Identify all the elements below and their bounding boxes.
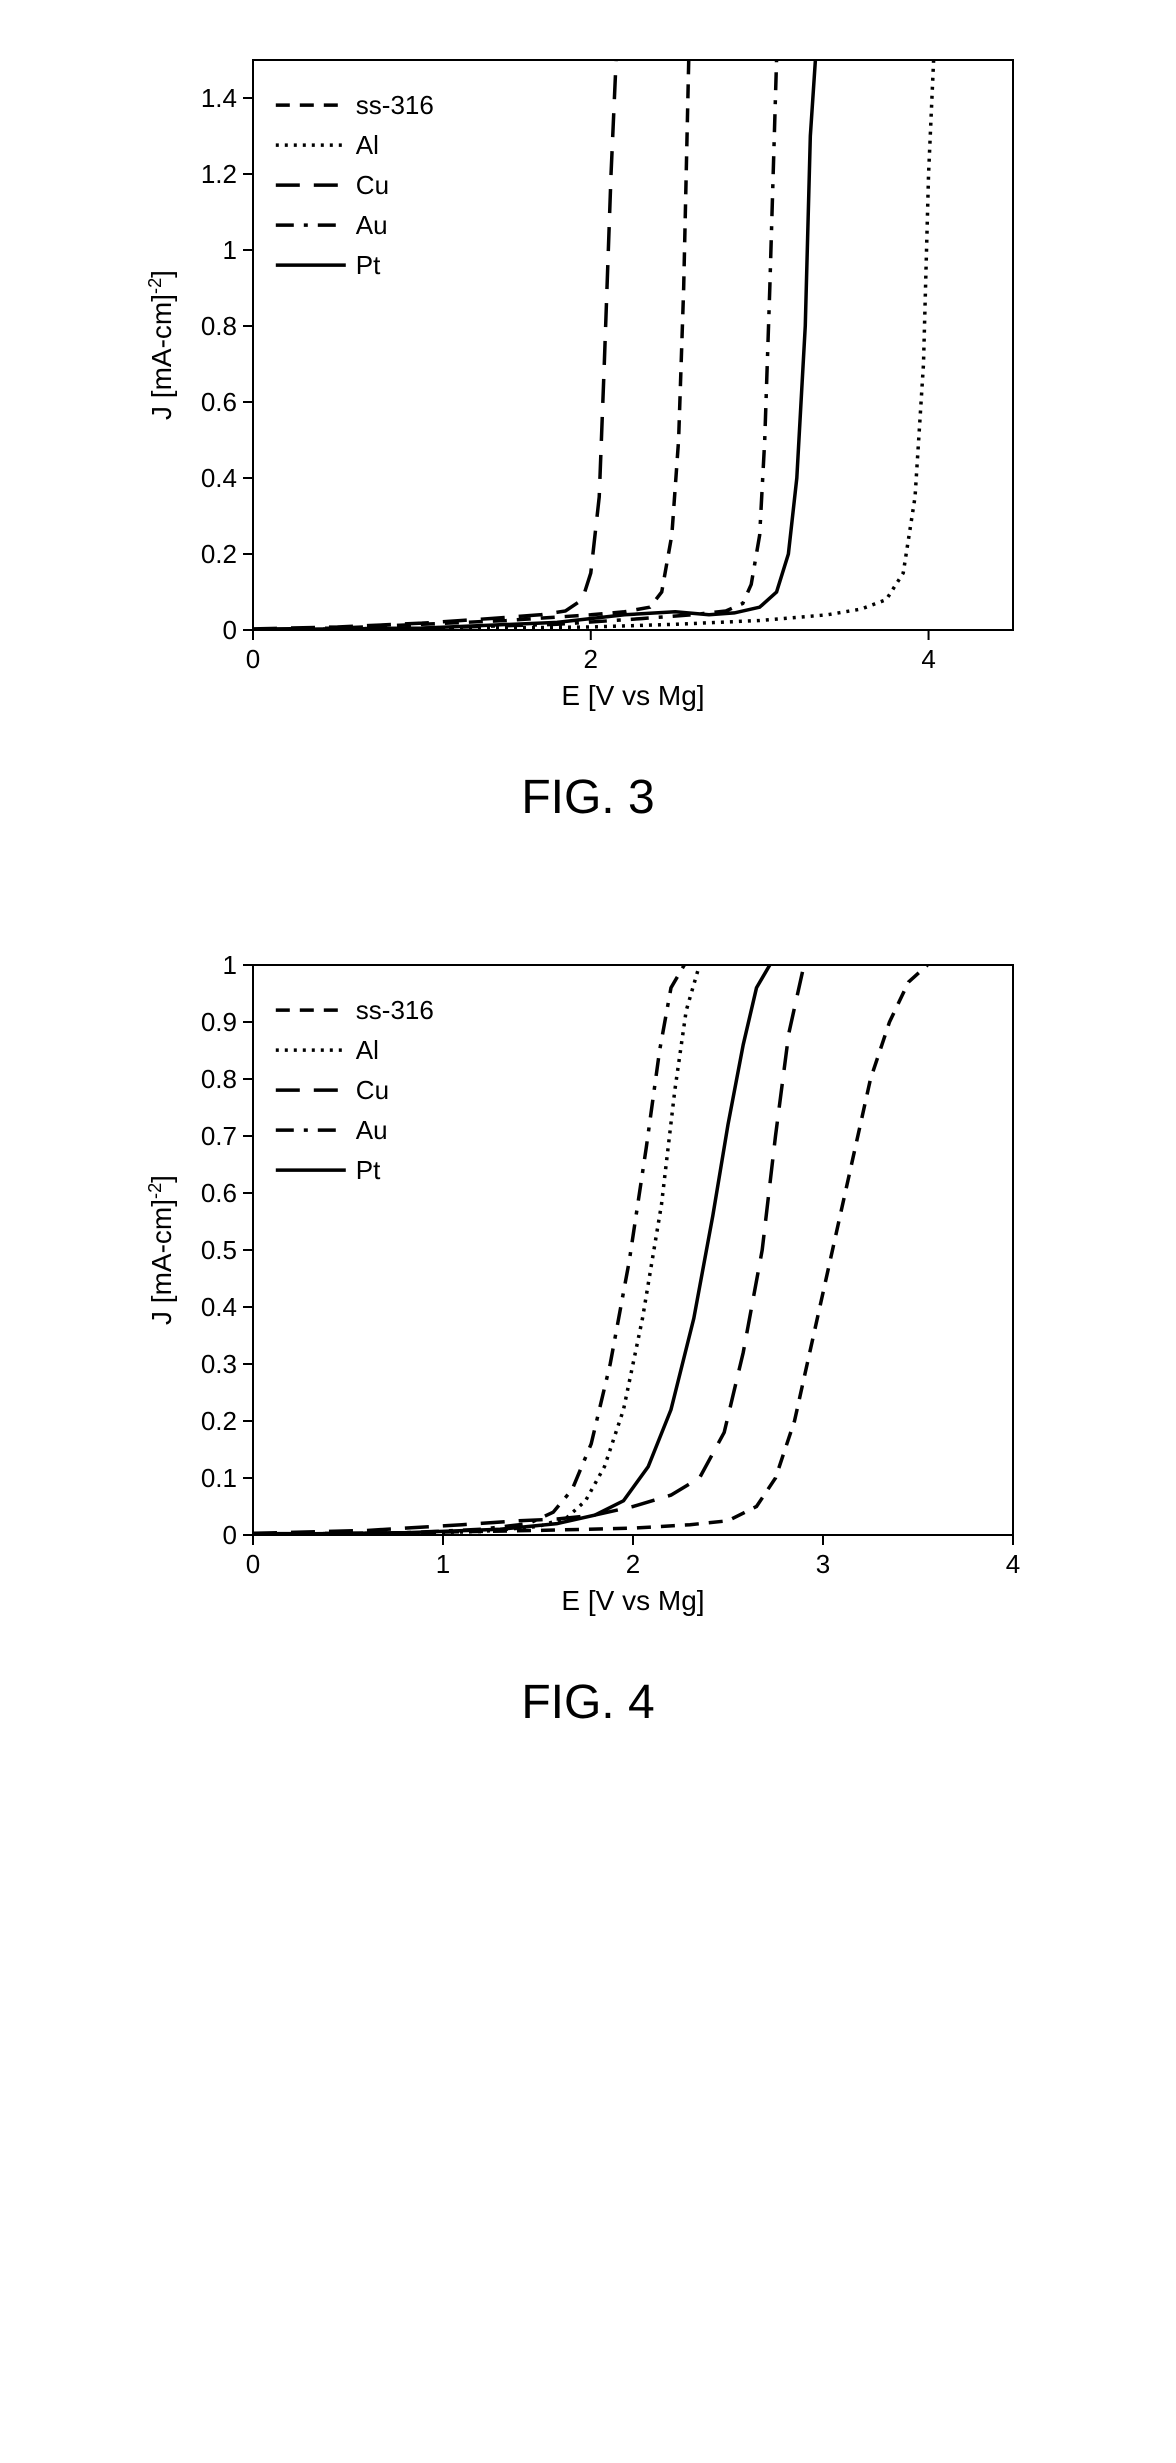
svg-text:0.8: 0.8 [201, 1064, 237, 1094]
svg-text:Pt: Pt [356, 250, 381, 280]
figure-3-block: 0 2 4 0 0.2 0.4 0.6 0.8 1 1.2 1.4 E [V vs Mg] J [mA-… [143, 40, 1033, 825]
figure-3-chart: 0 2 4 0 0.2 0.4 0.6 0.8 1 1.2 1.4 E [V vs Mg] J [mA-… [143, 40, 1033, 720]
svg-text:ss-316: ss-316 [356, 90, 434, 120]
figure-4-chart: 0 1 2 3 4 0 0.1 0.2 0.3 0.4 0.5 0.6 0.7 0.8 0.9 1 E [V v… [143, 945, 1033, 1625]
svg-text:0.7: 0.7 [201, 1121, 237, 1151]
svg-text:1: 1 [436, 1549, 450, 1579]
svg-text:0: 0 [246, 644, 260, 674]
svg-text:0: 0 [223, 615, 237, 645]
svg-text:Au: Au [356, 1115, 388, 1145]
figure-3-caption: FIG. 3 [521, 770, 654, 825]
svg-text:0.2: 0.2 [201, 1406, 237, 1436]
svg-text:0: 0 [246, 1549, 260, 1579]
svg-text:0.5: 0.5 [201, 1235, 237, 1265]
svg-text:Cu: Cu [356, 170, 389, 200]
svg-text:0.9: 0.9 [201, 1007, 237, 1037]
svg-text:4: 4 [921, 644, 935, 674]
svg-text:3: 3 [816, 1549, 830, 1579]
svg-text:0: 0 [223, 1520, 237, 1550]
svg-text:0.3: 0.3 [201, 1349, 237, 1379]
svg-text:Al: Al [356, 1035, 379, 1065]
svg-text:1: 1 [223, 950, 237, 980]
svg-text:4: 4 [1006, 1549, 1020, 1579]
svg-text:0.2: 0.2 [201, 539, 237, 569]
svg-text:Pt: Pt [356, 1155, 381, 1185]
figure-4-block: 0 1 2 3 4 0 0.1 0.2 0.3 0.4 0.5 0.6 0.7 0.8 0.9 1 E [V v… [143, 945, 1033, 1730]
svg-text:J [mA-cm]-2]: J [mA-cm]-2] [145, 270, 177, 420]
svg-text:0.6: 0.6 [201, 1178, 237, 1208]
svg-text:0.4: 0.4 [201, 463, 237, 493]
svg-text:E [V vs Mg]: E [V vs Mg] [561, 680, 704, 711]
svg-text:1.2: 1.2 [201, 159, 237, 189]
svg-text:2: 2 [584, 644, 598, 674]
svg-text:Au: Au [356, 210, 388, 240]
svg-text:0.4: 0.4 [201, 1292, 237, 1322]
svg-text:Al: Al [356, 130, 379, 160]
svg-text:Cu: Cu [356, 1075, 389, 1105]
svg-text:2: 2 [626, 1549, 640, 1579]
svg-text:0.1: 0.1 [201, 1463, 237, 1493]
svg-text:1: 1 [223, 235, 237, 265]
figure-4-caption: FIG. 4 [521, 1675, 654, 1730]
svg-text:ss-316: ss-316 [356, 995, 434, 1025]
svg-text:J [mA-cm]-2]: J [mA-cm]-2] [145, 1175, 177, 1325]
svg-text:0.6: 0.6 [201, 387, 237, 417]
svg-text:1.4: 1.4 [201, 83, 237, 113]
svg-text:0.8: 0.8 [201, 311, 237, 341]
svg-text:E [V vs Mg]: E [V vs Mg] [561, 1585, 704, 1616]
